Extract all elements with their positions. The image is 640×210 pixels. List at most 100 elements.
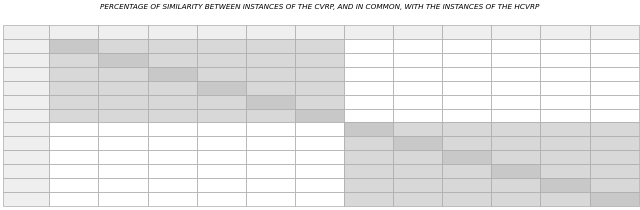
- Text: 3%: 3%: [510, 69, 522, 78]
- Text: 2%: 2%: [215, 180, 227, 189]
- Text: 3%: 3%: [215, 153, 227, 162]
- Text: P-n60-k10: P-n60-k10: [546, 28, 584, 37]
- Text: P-n21-k2: P-n21-k2: [204, 28, 238, 37]
- Text: 100%: 100%: [63, 55, 84, 64]
- Text: 100%: 100%: [211, 111, 232, 120]
- Text: 3%: 3%: [68, 153, 80, 162]
- Text: P-n19-k2: P-n19-k2: [10, 55, 43, 64]
- Text: 3%: 3%: [461, 83, 473, 92]
- Text: 3%: 3%: [117, 153, 129, 162]
- Text: 3%: 3%: [510, 111, 522, 120]
- Text: 2%: 2%: [68, 180, 80, 189]
- Text: 3%: 3%: [68, 139, 80, 148]
- Text: 100%: 100%: [161, 97, 183, 106]
- Text: 3%: 3%: [362, 42, 374, 51]
- Text: 100%: 100%: [259, 111, 281, 120]
- Text: 100%: 100%: [358, 194, 380, 203]
- Text: 2%: 2%: [264, 180, 276, 189]
- Text: 82%: 82%: [311, 42, 328, 51]
- Text: 100%: 100%: [112, 97, 134, 106]
- Text: 3%: 3%: [215, 125, 227, 134]
- Text: 3%: 3%: [166, 153, 178, 162]
- Text: 2%: 2%: [608, 111, 620, 120]
- Text: 2%: 2%: [608, 97, 620, 106]
- Text: 2%: 2%: [215, 194, 227, 203]
- Text: P-n60-k10: P-n60-k10: [7, 180, 45, 189]
- Text: 100%: 100%: [358, 153, 380, 162]
- Text: 90%: 90%: [311, 55, 328, 64]
- Text: 95%: 95%: [557, 167, 573, 176]
- Text: 3%: 3%: [412, 97, 424, 106]
- Text: 100%: 100%: [358, 167, 380, 176]
- Text: 95%: 95%: [508, 125, 524, 134]
- Text: 2%: 2%: [559, 69, 571, 78]
- Text: 3%: 3%: [461, 69, 473, 78]
- Text: 3%: 3%: [215, 139, 227, 148]
- Text: 3%: 3%: [412, 69, 424, 78]
- Text: 100%: 100%: [456, 167, 477, 176]
- Text: 95%: 95%: [262, 69, 279, 78]
- Text: 100%: 100%: [407, 180, 429, 189]
- Text: 100%: 100%: [211, 97, 232, 106]
- Text: 95%: 95%: [311, 83, 328, 92]
- Text: 95: 95: [609, 153, 619, 162]
- Text: 100%: 100%: [407, 125, 429, 134]
- Text: 3%: 3%: [166, 167, 178, 176]
- Text: 3%: 3%: [362, 55, 374, 64]
- Text: 3%: 3%: [461, 55, 473, 64]
- Text: P-n55-k15: P-n55-k15: [497, 28, 535, 37]
- Text: P-n19-k2: P-n19-k2: [106, 28, 140, 37]
- Text: 100%: 100%: [407, 153, 429, 162]
- Text: 2%: 2%: [608, 42, 620, 51]
- Text: 3%: 3%: [510, 55, 522, 64]
- Text: 3%: 3%: [510, 83, 522, 92]
- Text: 100%: 100%: [505, 194, 527, 203]
- Text: 90%: 90%: [605, 139, 623, 148]
- Text: 2%: 2%: [117, 180, 129, 189]
- Text: 100%: 100%: [112, 83, 134, 92]
- Text: Instance: Instance: [10, 28, 42, 37]
- Text: 90%: 90%: [557, 125, 573, 134]
- Text: P-n22-k2: P-n22-k2: [253, 28, 287, 37]
- Text: 3%: 3%: [412, 42, 424, 51]
- Text: 3%: 3%: [362, 69, 374, 78]
- Text: 100%: 100%: [456, 180, 477, 189]
- Text: 100%: 100%: [456, 194, 477, 203]
- Text: P-n55-k7: P-n55-k7: [9, 153, 44, 162]
- Text: 2%: 2%: [166, 194, 178, 203]
- Text: 3%: 3%: [314, 139, 326, 148]
- Text: 3%: 3%: [362, 83, 374, 92]
- Text: 100%: 100%: [112, 69, 134, 78]
- Text: 3%: 3%: [510, 42, 522, 51]
- Text: 100%: 100%: [161, 83, 183, 92]
- Text: 2%: 2%: [314, 180, 325, 189]
- Text: P-n55-k7: P-n55-k7: [450, 28, 484, 37]
- Text: P-n20-k2: P-n20-k2: [156, 28, 189, 37]
- Text: 100%: 100%: [554, 194, 576, 203]
- Text: 95%: 95%: [458, 125, 476, 134]
- Text: 2%: 2%: [559, 42, 571, 51]
- Text: 3%: 3%: [461, 42, 473, 51]
- Text: 88%: 88%: [164, 42, 180, 51]
- Text: 100%: 100%: [604, 180, 625, 189]
- Text: P-n50-k8: P-n50-k8: [401, 28, 435, 37]
- Text: P-n16-k8: P-n16-k8: [10, 42, 43, 51]
- Text: 95%: 95%: [508, 139, 524, 148]
- Text: 3%: 3%: [314, 125, 326, 134]
- Text: 100%: 100%: [358, 139, 380, 148]
- Text: 3%: 3%: [461, 111, 473, 120]
- Text: 3%: 3%: [264, 139, 276, 148]
- Text: 3%: 3%: [510, 97, 522, 106]
- Text: 2%: 2%: [608, 55, 620, 64]
- Text: 100%: 100%: [407, 194, 429, 203]
- Text: 3%: 3%: [117, 139, 129, 148]
- Text: 100%: 100%: [505, 153, 527, 162]
- Text: P-n60-k15: P-n60-k15: [7, 194, 45, 203]
- Text: 100%: 100%: [63, 97, 84, 106]
- Text: 2%: 2%: [68, 194, 80, 203]
- Text: 100%: 100%: [112, 111, 134, 120]
- Text: 100%: 100%: [407, 167, 429, 176]
- Text: 90%: 90%: [557, 139, 573, 148]
- Text: 2%: 2%: [117, 194, 129, 203]
- Text: 2%: 2%: [264, 194, 276, 203]
